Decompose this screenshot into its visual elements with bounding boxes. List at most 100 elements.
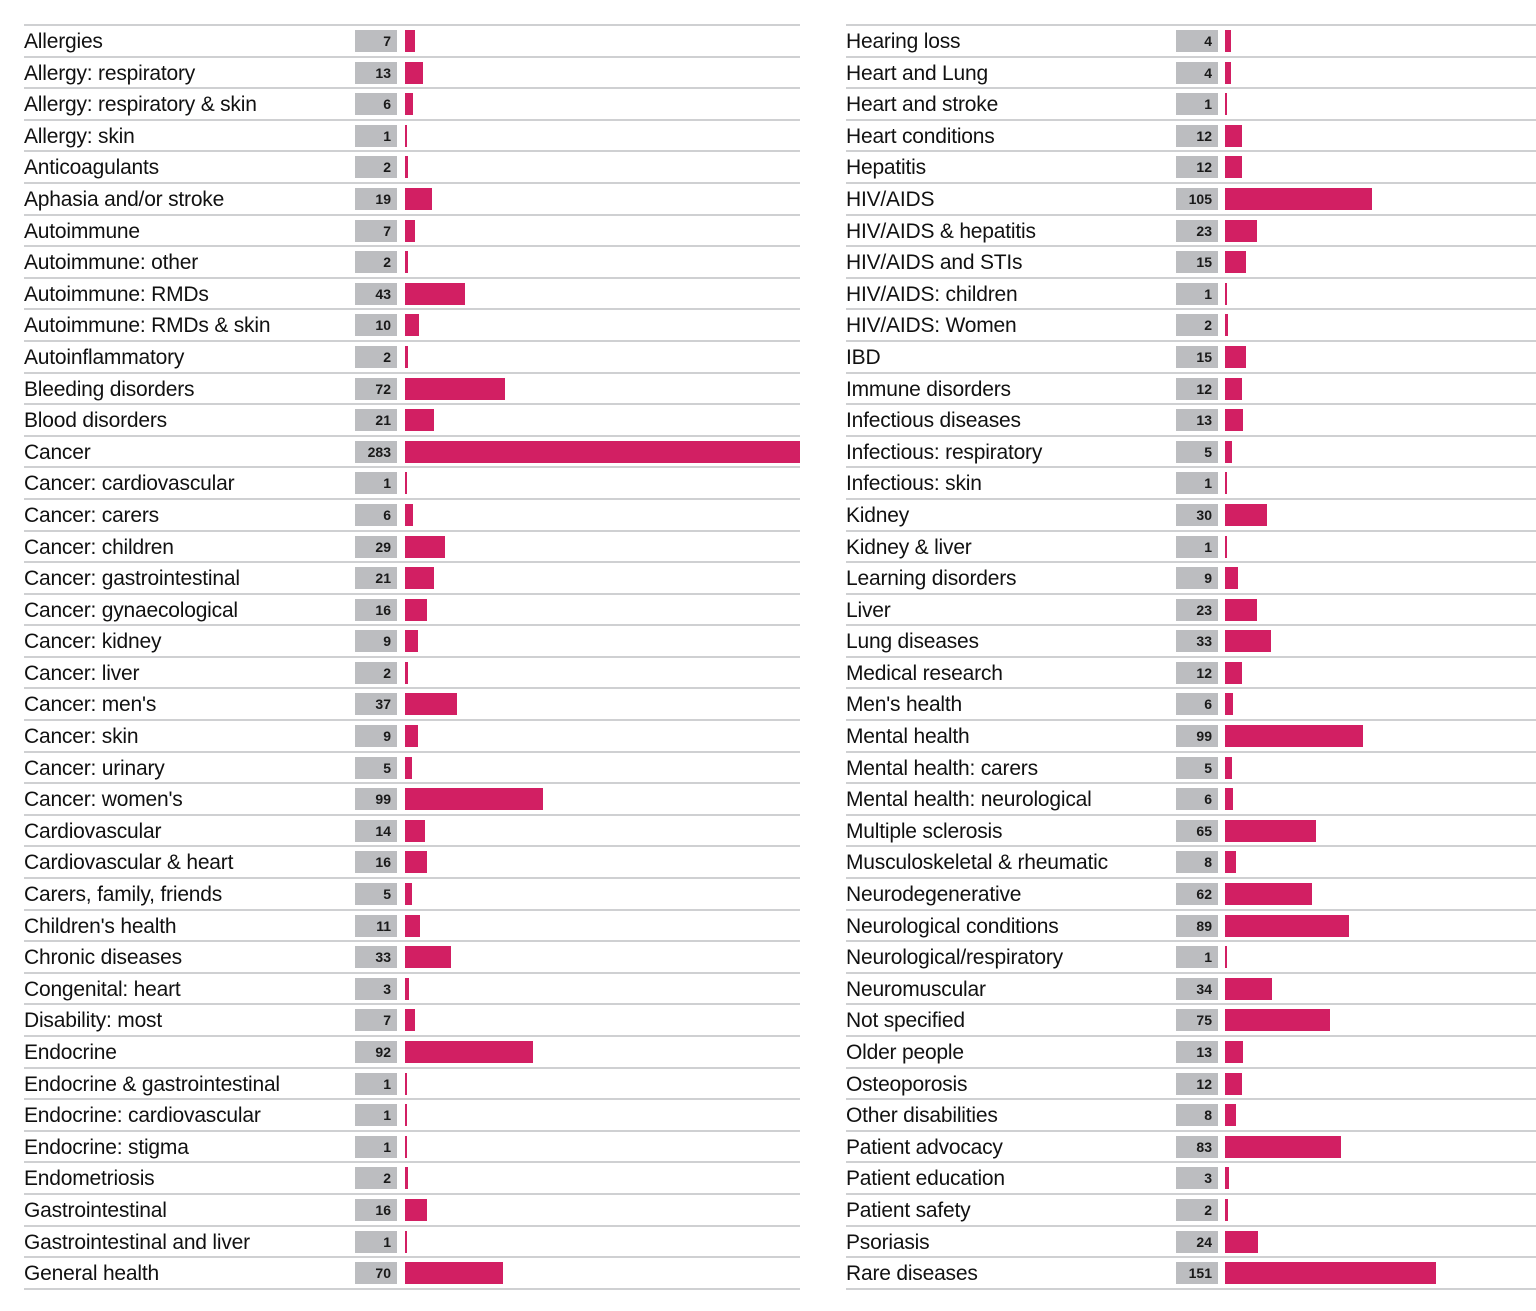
category-label: Neurological/respiratory	[846, 946, 1063, 970]
bar	[1225, 661, 1242, 684]
bar	[1225, 124, 1242, 147]
bar	[1225, 61, 1231, 84]
category-label: Neurodegenerative	[846, 883, 1022, 907]
chart-row: Disability: most 7	[24, 1003, 800, 1035]
bar	[1225, 598, 1258, 621]
bar	[1225, 756, 1232, 779]
bar	[405, 851, 428, 874]
category-label: HIV/AIDS & hepatitis	[846, 219, 1036, 243]
bar	[1225, 1072, 1242, 1095]
category-label: Older people	[846, 1041, 964, 1064]
value-label: 3	[355, 977, 397, 1000]
bar	[1225, 693, 1234, 716]
category-label: Cancer: cardiovascular	[24, 472, 235, 496]
chart-row: Cancer: gynaecological 16	[24, 592, 800, 625]
bar	[1225, 788, 1234, 811]
bar	[405, 661, 408, 684]
value-label: 16	[355, 598, 397, 621]
category-label: Heart and stroke	[846, 93, 999, 117]
value-label: 16	[355, 851, 397, 874]
chart-row: Allergy: skin 1	[24, 118, 800, 151]
bar	[1225, 440, 1232, 463]
chart-row: Cancer: carers 6	[24, 497, 800, 530]
value-label: 105	[1176, 187, 1218, 210]
category-label: HIV/AIDS: Women	[846, 314, 1017, 338]
bar	[405, 693, 457, 716]
category-label: HIV/AIDS	[846, 187, 935, 211]
category-label: Blood disorders	[24, 409, 167, 433]
category-label: Cancer: kidney	[24, 630, 162, 654]
category-label: Gastrointestinal and liver	[24, 1230, 250, 1254]
value-label: 7	[355, 219, 397, 242]
category-label: Allergy: respiratory & skin	[24, 93, 257, 117]
value-label: 7	[355, 1009, 397, 1032]
category-label: Disability: most	[24, 1009, 162, 1033]
value-label: 13	[1176, 1041, 1218, 1063]
chart-row: Multiple sclerosis 65	[846, 813, 1536, 846]
chart-row: Neurodegenerative 62	[846, 877, 1536, 909]
chart-row: Autoimmune 7	[24, 213, 800, 246]
value-label: 12	[1176, 156, 1218, 179]
value-label: 2	[355, 156, 397, 179]
chart-row: Neurological/respiratory 1	[846, 940, 1536, 972]
chart-row: Infectious: respiratory 5	[846, 434, 1536, 467]
category-label: Lung diseases	[846, 630, 979, 654]
bar	[405, 756, 412, 779]
category-label: Endocrine & gastrointestinal	[24, 1072, 280, 1096]
chart-row: IBD 15	[846, 339, 1536, 372]
category-label: Immune disorders	[846, 377, 1011, 401]
value-label: 10	[355, 314, 397, 337]
bar	[405, 219, 415, 242]
chart-row: Cancer 283	[24, 434, 800, 467]
category-label: Congenital: heart	[24, 977, 181, 1001]
chart-row: Kidney 30	[846, 497, 1536, 530]
bar	[405, 251, 408, 274]
value-label: 2	[1176, 1198, 1218, 1221]
value-label: 6	[355, 503, 397, 526]
category-label: Psoriasis	[846, 1230, 930, 1254]
chart-row: Heart and Lung 4	[846, 55, 1536, 88]
bar	[405, 946, 452, 969]
bar	[405, 345, 408, 368]
value-label: 9	[355, 725, 397, 748]
value-label: 283	[355, 440, 397, 463]
category-label: Cardiovascular	[24, 819, 162, 843]
bar	[1225, 503, 1267, 526]
chart-row: Medical research 12	[846, 655, 1536, 688]
bar	[405, 977, 410, 1000]
value-label: 23	[1176, 219, 1218, 242]
bar	[1225, 535, 1227, 558]
bar	[405, 124, 407, 147]
category-label: Men's health	[846, 693, 963, 717]
bar	[405, 1230, 407, 1253]
value-label: 8	[1176, 851, 1218, 874]
bar	[1225, 251, 1246, 274]
chart-row: Gastrointestinal and liver 1	[24, 1224, 800, 1257]
chart-row: Cancer: men's 37	[24, 687, 800, 719]
category-label: Neurological conditions	[846, 914, 1059, 938]
category-label: Multiple sclerosis	[846, 819, 1003, 843]
category-label: Cancer: skin	[24, 725, 139, 749]
category-label: Not specified	[846, 1009, 965, 1033]
chart-row: Heart conditions 12	[846, 118, 1536, 151]
bar	[405, 377, 506, 400]
chart-row: Endocrine 92	[24, 1035, 800, 1067]
value-label: 2	[355, 661, 397, 684]
chart-row: Allergy: respiratory & skin 6	[24, 87, 800, 119]
value-label: 43	[355, 282, 397, 305]
category-label: Endometriosis	[24, 1167, 155, 1191]
bar	[405, 725, 418, 748]
chart-row: HIV/AIDS 105	[846, 181, 1536, 214]
value-label: 12	[1176, 124, 1218, 147]
bar	[1225, 819, 1316, 842]
chart-row: Mental health: carers 5	[846, 750, 1536, 783]
bar	[405, 1198, 428, 1221]
category-label: Cancer: men's	[24, 693, 157, 717]
chart-row: Endometriosis 2	[24, 1161, 800, 1193]
chart-row: Patient education 3	[846, 1161, 1536, 1193]
category-label: Patient advocacy	[846, 1135, 1003, 1159]
category-label: Mental health: neurological	[846, 788, 1092, 812]
bar	[405, 187, 432, 210]
bar	[1225, 187, 1372, 210]
category-label: Cancer: urinary	[24, 756, 165, 780]
